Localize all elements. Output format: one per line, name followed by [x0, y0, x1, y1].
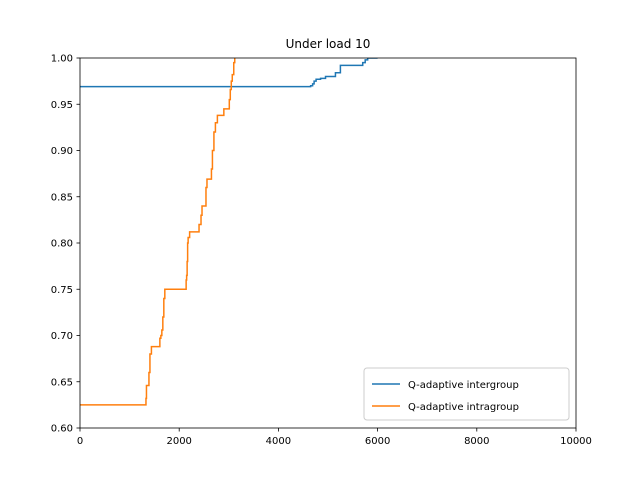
y-tick-label: 0.80	[51, 239, 73, 250]
x-tick-label: 2000	[166, 436, 191, 447]
y-tick-label: 0.75	[51, 285, 73, 296]
y-tick-label: 0.65	[51, 377, 73, 388]
series-line-2	[80, 58, 236, 406]
legend-box	[363, 367, 570, 421]
x-tick-label: 0	[77, 436, 83, 447]
x-tick-label: 4000	[266, 436, 291, 447]
legend-label: Q-adaptive intergroup	[408, 380, 519, 391]
y-tick-label: 0.70	[51, 331, 73, 342]
y-tick-label: 0.90	[51, 146, 73, 157]
y-axis: 0.60 0.65 0.70 0.75 0.80 0.85 0.90 0.95 1.00	[51, 54, 80, 435]
y-tick-label: 0.95	[51, 100, 73, 111]
x-axis: 0 2000 4000 6000 8000 10000	[77, 428, 592, 447]
x-tick-label: 8000	[464, 436, 489, 447]
y-tick-label: 0.60	[51, 424, 73, 435]
chart-title: Under load 10	[286, 37, 371, 51]
x-tick-label: 10000	[560, 436, 592, 447]
y-tick-label: 1.00	[51, 54, 73, 65]
legend: Q-adaptive intergroup Q-adaptive intragro…	[363, 367, 570, 421]
axes-frame	[79, 57, 577, 429]
legend-label: Q-adaptive intragroup	[408, 402, 519, 413]
y-tick-label: 0.85	[51, 192, 73, 203]
series-line-1	[80, 58, 378, 88]
x-tick-label: 6000	[365, 436, 390, 447]
plot-area	[80, 58, 378, 406]
